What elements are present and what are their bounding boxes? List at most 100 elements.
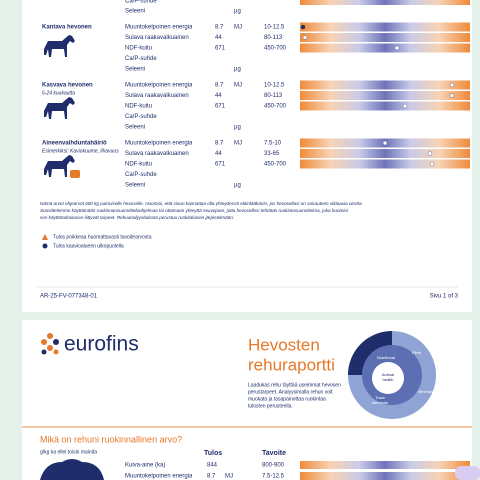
row-label: Seleeni [125, 67, 145, 73]
note-line: sen käyttötarkoitusen liittyvät tarpeet.… [40, 215, 234, 220]
footer-page: Sivu 1 of 3 [430, 294, 459, 300]
row-unit: µg [234, 183, 241, 189]
puzzle-icon [40, 459, 104, 480]
row-label: NDF-kuitu [125, 162, 152, 168]
range-bar [300, 0, 470, 5]
row-value: 8.7 [215, 25, 224, 31]
title: rehuraportti [248, 355, 335, 374]
diagram-label: Trace [375, 395, 386, 400]
intro-line: tulosten perusteella. [248, 403, 293, 409]
row-label: Seleeni [125, 9, 145, 15]
row-label: Ca/P-suhde [125, 56, 157, 62]
diagram-label: health [383, 377, 394, 382]
diagram-label: elements [372, 400, 388, 405]
row-label: NDF-kuitu [125, 104, 152, 110]
row-label: Sulava raakavalkuainen [125, 151, 189, 157]
row-target: 450-700 [264, 104, 287, 110]
row-target: 450-700 [264, 162, 287, 168]
section-subtitle: Esimerkiksi: Kaviokuume, lihavuus [42, 148, 119, 154]
row-target: 80-113 [264, 35, 283, 41]
legend-text: Tulos kaavioalueen ulkopuolella [53, 243, 124, 249]
warning-icon [42, 234, 48, 240]
divider [22, 426, 472, 428]
diagram-label: Nutritional [377, 355, 395, 360]
row-value: 671 [215, 46, 226, 52]
range-bar [300, 91, 470, 100]
units-note: g/kg ka ellei toisin mainita [40, 449, 97, 455]
note-line: Suosittelemme käyttämään ruokinnansuunni… [40, 208, 349, 213]
row-value: 8.7 [207, 474, 216, 480]
row-value: 671 [215, 162, 226, 168]
row-label: Seleeni [125, 125, 145, 131]
row-label: Sulava raakavalkuainen [125, 93, 189, 99]
row-label: Ca/P-suhde [125, 114, 157, 120]
column-header: Tulos [204, 450, 222, 457]
logo-mark [41, 333, 59, 355]
row-target: 80-113 [264, 93, 283, 99]
legend-text: Tulos poikkeaa huomattavasti tavoitearvo… [53, 234, 152, 240]
result-dot [427, 151, 433, 156]
row-label: Kuiva-aine (ka) [125, 463, 165, 469]
vet-icon [70, 170, 80, 178]
row-label: Ca/P-suhde [125, 172, 157, 178]
row-value: 8.7 [215, 141, 224, 147]
row-target: 33-65 [264, 151, 280, 157]
row-unit: µg [234, 9, 241, 15]
title: Hevosten [248, 335, 320, 354]
range-bar [300, 80, 470, 90]
result-dot [382, 140, 388, 146]
row-unit: µg [234, 125, 241, 131]
row-unit: µg [234, 67, 241, 73]
row-target: 10-12.5 [264, 83, 285, 89]
range-bar [300, 33, 470, 42]
result-dot [449, 82, 455, 88]
range-bar [300, 43, 470, 53]
row-value: 844 [207, 463, 218, 469]
row-target: 800-900 [262, 463, 285, 469]
row-value: 44 [215, 35, 222, 41]
section-title: Aineenvaihduntahäiriö [42, 141, 107, 147]
outside-icon [42, 243, 48, 249]
footer-code: AR-25-FV-077348-01 [40, 294, 98, 300]
puzzle-diagram [348, 331, 436, 419]
row-label: Muuntokelpoinen energia [125, 141, 193, 147]
row-value: 8.7 [215, 83, 224, 89]
row-value: 44 [215, 151, 222, 157]
row-unit: MJ [234, 141, 242, 147]
row-unit: MJ [225, 474, 233, 480]
row-target: 7.5-10 [264, 141, 282, 147]
row-target: 10-12.5 [264, 25, 285, 31]
range-bar [300, 101, 470, 111]
row-value: 44 [215, 93, 222, 99]
diagram-label: Fibre [412, 350, 422, 355]
page-2-content: eurofins Hevosten rehuraportti Nutrition… [22, 331, 480, 480]
question: Mikä on rehuni ruokinnallinen arvo? [40, 434, 182, 444]
row-label: Ca/P-suhde [125, 0, 157, 5]
result-dot [449, 93, 455, 98]
result-dot [429, 161, 435, 167]
result-dot [394, 45, 400, 51]
row-label: Sulava raakavalkuainen [125, 35, 189, 41]
range-bar [300, 472, 470, 480]
row-label: Muuntokelpoinen energia [125, 474, 193, 480]
diagram-label: Animal [382, 372, 394, 377]
row-unit: MJ [234, 83, 242, 89]
range-bar [300, 461, 470, 469]
section-title: Kantava hevonen [42, 25, 92, 31]
row-unit: MJ [234, 25, 242, 31]
note-line: Nämä arvot ohjearvot 600 kg painoiselle … [40, 201, 363, 206]
range-bar [300, 22, 470, 32]
row-label: NDF-kuitu [125, 46, 152, 52]
intro-line: Laadukas rehu täyttää useimmat hevosen [248, 382, 341, 388]
diagram-label: Minerals [418, 389, 433, 394]
result-dot [302, 35, 308, 40]
section-title: Kasvava hevonen [42, 83, 93, 89]
row-label: Seleeni [125, 183, 145, 189]
result-dot [300, 24, 306, 30]
intro-line: muokata ja tasapainottaa ruokintaa [248, 396, 326, 402]
row-value: 671 [215, 104, 226, 110]
row-target: 450-700 [264, 46, 287, 52]
row-label: Muuntokelpoinen energia [125, 83, 193, 89]
